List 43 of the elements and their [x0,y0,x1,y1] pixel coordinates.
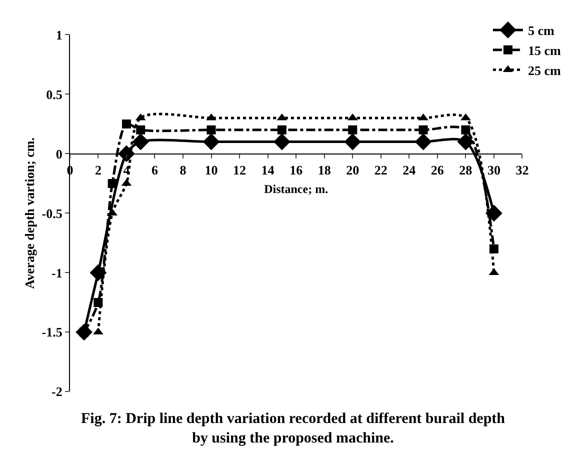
y-tick-label: -0.5 [42,206,63,221]
point [485,204,502,222]
point [202,133,220,150]
x-tick-label: 16 [290,162,304,178]
y-axis-title: Average depth vartion; cm. [22,137,37,289]
x-tick-label: 12 [233,162,246,178]
x-tick-label: 8 [180,162,187,178]
x-tick-label: 28 [459,162,473,178]
x-tick-label: 10 [204,162,218,178]
legend-label: 25 cm [528,62,561,78]
legend-label: 15 cm [528,42,561,58]
x-tick-label: 2 [94,162,102,178]
x-tick-label: 30 [487,162,500,178]
y-tick-label: 1 [56,27,62,42]
point [348,125,358,134]
x-tick-label: 26 [430,162,444,178]
point [122,119,131,128]
x-tick-label: 18 [318,162,332,178]
point [344,133,362,150]
legend-label: 5 cm [528,23,554,38]
x-tick-label: 20 [346,162,360,178]
x-axis-title: Distance; m. [264,182,328,196]
point [108,178,117,188]
point [206,125,216,134]
y-tick-label: -1.5 [42,324,63,340]
point [414,133,432,150]
x-tick-label: 24 [402,162,416,178]
point [457,133,474,150]
point [461,125,470,134]
point [418,125,428,134]
x-tick-label: 14 [261,162,275,178]
x-tick-label: 32 [516,162,529,178]
point [273,133,290,150]
point [136,125,146,134]
point [277,125,286,134]
y-tick-label: 0.5 [46,86,63,102]
x-tick-label: 6 [151,162,158,178]
y-tick-label: 0 [56,146,62,162]
point [132,133,150,150]
x-tick-label: 22 [374,162,388,178]
y-tick-label: -2 [51,384,62,400]
y-tick-label: -1 [51,265,62,280]
text: Fig. 7: Drip line depth variation recorded at different burail depth by using the proposed machine. [81,411,506,446]
